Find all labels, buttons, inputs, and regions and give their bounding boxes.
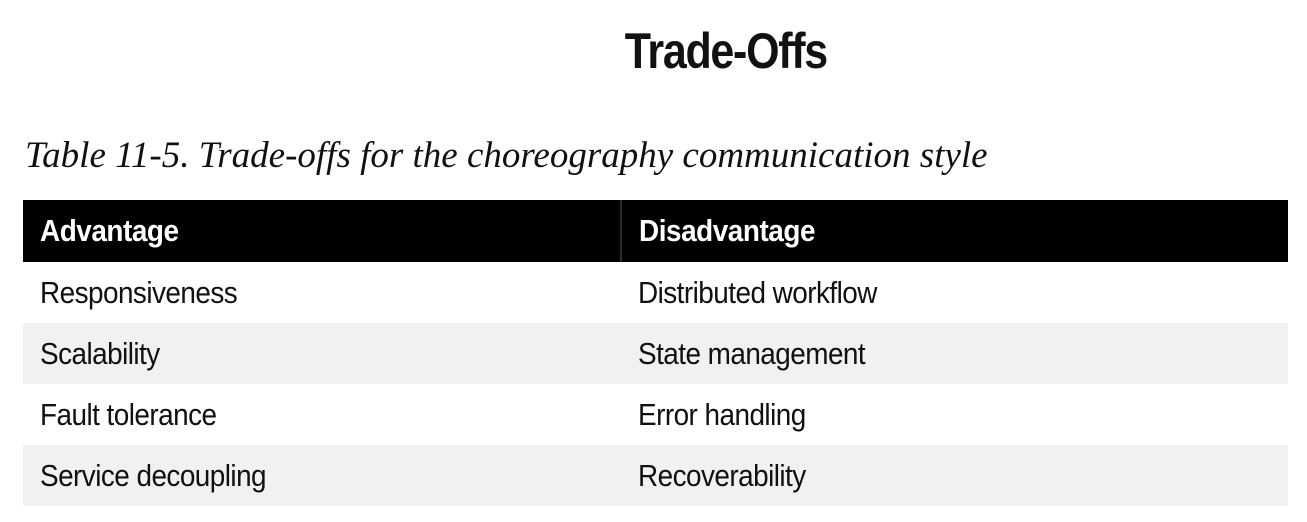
disadvantage-cell: Error handling bbox=[621, 384, 1288, 445]
table-body: Responsiveness Distributed workflow Scal… bbox=[23, 262, 1288, 506]
section-heading: Trade-Offs bbox=[624, 23, 828, 79]
advantage-cell-text: Service decoupling bbox=[40, 457, 267, 493]
disadvantage-cell: State management bbox=[621, 323, 1288, 384]
column-header-disadvantage: Disadvantage bbox=[620, 200, 1288, 262]
column-header-advantage-label: Advantage bbox=[40, 213, 179, 248]
tradeoffs-table-container: Advantage Disadvantage Responsiveness Di… bbox=[23, 200, 1288, 506]
column-header-disadvantage-label: Disadvantage bbox=[639, 213, 816, 248]
disadvantage-cell-text: State management bbox=[638, 335, 866, 371]
advantage-cell: Scalability bbox=[23, 323, 621, 384]
advantage-cell: Service decoupling bbox=[23, 445, 621, 506]
advantage-cell: Fault tolerance bbox=[23, 384, 621, 445]
table-row: Responsiveness Distributed workflow bbox=[23, 262, 1288, 323]
disadvantage-cell: Distributed workflow bbox=[621, 262, 1288, 323]
disadvantage-cell-text: Recoverability bbox=[638, 457, 806, 493]
disadvantage-cell-text: Distributed workflow bbox=[638, 274, 877, 310]
advantage-cell: Responsiveness bbox=[23, 262, 621, 323]
advantage-cell-text: Scalability bbox=[40, 335, 160, 371]
advantage-cell-text: Responsiveness bbox=[40, 274, 238, 310]
table-row: Service decoupling Recoverability bbox=[23, 445, 1288, 506]
advantage-cell-text: Fault tolerance bbox=[40, 396, 217, 432]
table-row: Fault tolerance Error handling bbox=[23, 384, 1288, 445]
table-caption: Table 11-5. Trade-offs for the choreogra… bbox=[25, 135, 988, 176]
disadvantage-cell-text: Error handling bbox=[638, 396, 806, 432]
table-header-row: Advantage Disadvantage bbox=[23, 200, 1288, 262]
disadvantage-cell: Recoverability bbox=[621, 445, 1288, 506]
tradeoffs-table: Advantage Disadvantage Responsiveness Di… bbox=[23, 200, 1288, 506]
table-row: Scalability State management bbox=[23, 323, 1288, 384]
table-header: Advantage Disadvantage bbox=[23, 200, 1288, 262]
column-header-advantage: Advantage bbox=[23, 200, 621, 262]
